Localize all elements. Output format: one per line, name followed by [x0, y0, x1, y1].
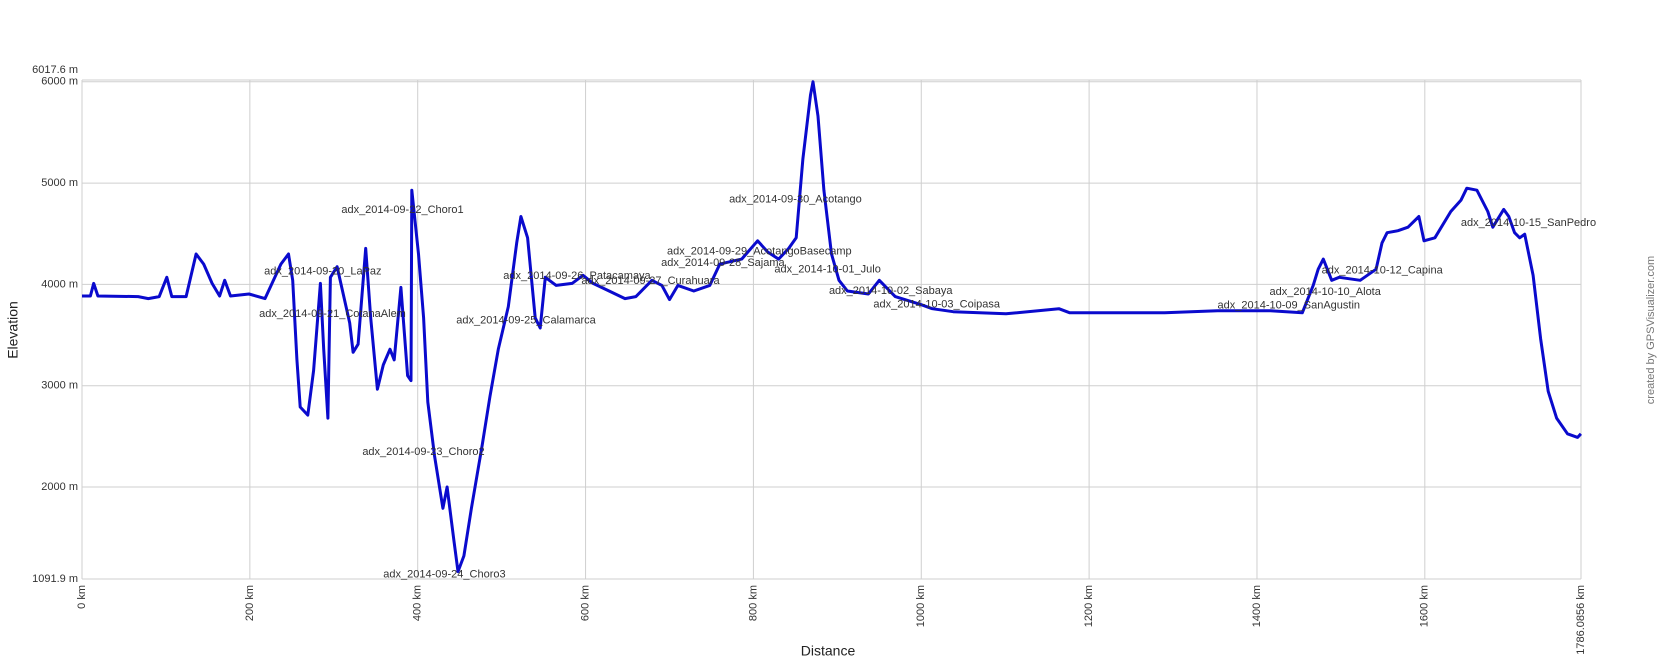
- y-axis-title: Elevation: [5, 301, 21, 359]
- y-tick-label: 4000 m: [41, 278, 78, 290]
- x-tick-label: 600 km: [579, 585, 591, 621]
- waypoint-label: adx_2014-09-27_Curahuara: [581, 275, 720, 287]
- y-tick-label: 6017.6 m: [32, 64, 78, 76]
- waypoint-label: adx_2014-09-30_Acotango: [729, 194, 862, 206]
- credit: created by GPSVisualizer.com: [1645, 256, 1657, 404]
- waypoint-label: adx_2014-09-26_Patacamaya: [503, 270, 651, 282]
- x-tick-label: 1400 km: [1251, 585, 1263, 627]
- y-tick-label: 5000 m: [41, 177, 78, 189]
- x-tick-label: 200 km: [244, 585, 256, 621]
- waypoint-label: adx_2014-10-15_SanPedro: [1461, 217, 1596, 229]
- y-tick-label: 6000 m: [41, 76, 78, 88]
- waypoint-label: adx_2014-10-01_Julo: [774, 264, 880, 276]
- x-tick-label: 400 km: [412, 585, 424, 621]
- x-tick-label: 1600 km: [1419, 585, 1431, 627]
- x-tick-label: 1786.0856 km: [1575, 585, 1587, 655]
- waypoint-label: adx_2014-09-21_CotanaAlem: [259, 308, 406, 320]
- y-tick-label: 2000 m: [41, 481, 78, 493]
- waypoint-label: adx_2014-10-03_Coipasa: [873, 299, 1000, 311]
- x-tick-label: 0 km: [76, 585, 88, 609]
- waypoint-label: adx_2014-10-09_SanAgustin: [1218, 300, 1361, 312]
- waypoint-label: adx_2014-10-12_Capina: [1322, 265, 1444, 277]
- waypoint-label: adx_2014-09-29_AcotangoBasecamp: [667, 246, 852, 258]
- x-tick-label: 1000 km: [915, 585, 927, 627]
- waypoint-label: adx_2014-09-24_Choro3: [383, 569, 505, 581]
- waypoint-label: adx_2014-09-22_Choro1: [341, 204, 463, 216]
- waypoint-label: adx_2014-09-25_Calamarca: [456, 314, 596, 326]
- x-tick-label: 800 km: [747, 585, 759, 621]
- waypoint-label: adx_2014-10-10_Alota: [1270, 286, 1382, 298]
- waypoint-label: adx_2014-09-23_Choro2: [362, 446, 484, 458]
- waypoint-label: adx_2014-10-02_Sabaya: [829, 285, 953, 297]
- elevation-line: [82, 80, 1583, 574]
- x-axis-title: Distance: [801, 643, 856, 659]
- y-tick-label: 1091.9 m: [32, 573, 78, 585]
- waypoint-label: adx_2014-09-20_LaPaz: [264, 266, 381, 278]
- x-tick-label: 1200 km: [1083, 585, 1095, 627]
- waypoint-label: adx_2014-09-28_Sajama: [661, 257, 785, 269]
- y-tick-label: 3000 m: [41, 380, 78, 392]
